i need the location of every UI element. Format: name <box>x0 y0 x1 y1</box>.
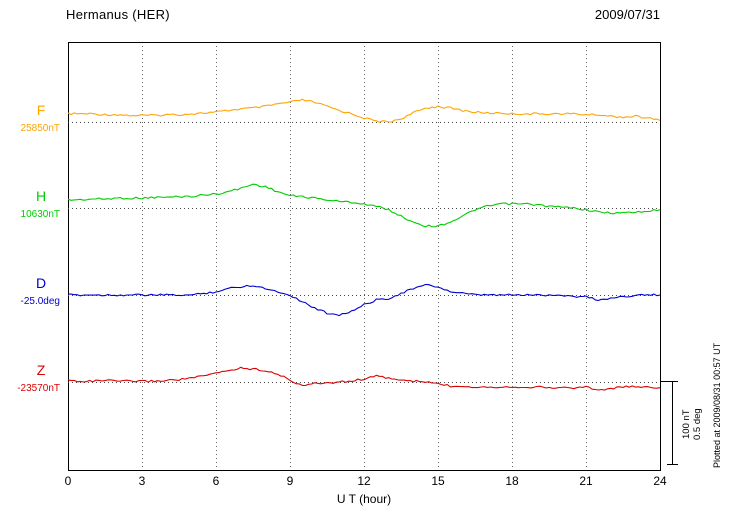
scale-bar-nt-label: 100 nT <box>681 409 692 439</box>
series-letter-Z: Z <box>36 362 46 378</box>
x-tick-label: 15 <box>431 474 445 488</box>
station-title: Hermanus (HER) <box>66 7 170 22</box>
series-letter-H: H <box>35 188 47 204</box>
x-tick-label: 0 <box>64 474 72 488</box>
x-tick-label: 24 <box>653 474 667 488</box>
x-tick-label: 9 <box>286 474 294 488</box>
x-tick-label: 18 <box>505 474 519 488</box>
series-letter-D: D <box>35 275 47 291</box>
series-base-value-H: 10630nT <box>20 209 60 220</box>
series-letter-F: F <box>36 102 46 118</box>
series-base-value-Z: -23570nT <box>17 383 60 394</box>
plot-date: 2009/07/31 <box>594 7 660 22</box>
series-base-value-F: 25850nT <box>20 123 60 134</box>
x-tick-label: 21 <box>579 474 593 488</box>
x-tick-label: 6 <box>212 474 220 488</box>
scale-bar-labels: 100 nT 0.5 deg <box>681 382 703 466</box>
x-tick-label: 12 <box>357 474 371 488</box>
series-base-value-D: -25.0deg <box>20 296 60 307</box>
scale-bar-deg-label: 0.5 deg <box>692 408 703 440</box>
x-tick-label: 3 <box>138 474 146 488</box>
x-axis-label: U T (hour) <box>336 492 392 506</box>
plotted-at-note: Plotted at 2009/08/31 00:57 UT <box>712 342 722 468</box>
